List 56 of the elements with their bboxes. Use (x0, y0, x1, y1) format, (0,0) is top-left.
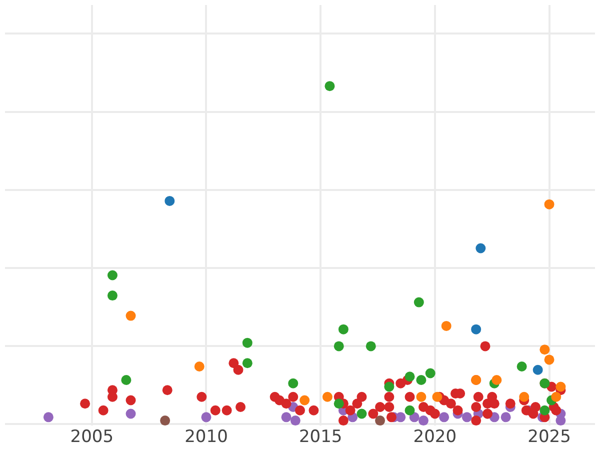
point (471, 324, 482, 334)
point (404, 405, 415, 416)
point (384, 382, 394, 392)
point (532, 364, 543, 375)
point (242, 358, 252, 368)
point (556, 416, 566, 426)
point (300, 395, 310, 406)
x-tick-label: 2010 (184, 427, 228, 448)
point (194, 361, 204, 372)
point (242, 338, 252, 348)
point (43, 412, 54, 422)
point (462, 412, 472, 422)
point (556, 382, 566, 392)
point (160, 416, 170, 426)
point (540, 405, 550, 416)
point (396, 412, 406, 422)
point (288, 378, 298, 388)
point (404, 372, 415, 382)
point (476, 243, 486, 254)
point (544, 199, 554, 210)
point (164, 196, 175, 206)
point (107, 290, 118, 301)
point (375, 416, 386, 426)
point (281, 412, 292, 422)
point (107, 270, 118, 280)
point (414, 297, 424, 308)
point (324, 81, 335, 92)
point (126, 310, 136, 321)
point (540, 344, 550, 355)
point (441, 320, 452, 331)
point (416, 374, 426, 385)
point (432, 392, 442, 402)
point (551, 392, 562, 402)
point (356, 408, 367, 419)
x-tick-label: 2020 (413, 427, 457, 448)
point (439, 412, 450, 422)
point (416, 392, 426, 402)
point (322, 392, 332, 402)
x-tick-label: 2005 (70, 427, 114, 448)
point (121, 374, 132, 385)
point (425, 368, 436, 378)
point (334, 398, 344, 409)
point (418, 416, 428, 426)
point (519, 392, 530, 402)
point (544, 354, 554, 365)
point (201, 412, 212, 422)
point (126, 408, 136, 419)
point (366, 341, 376, 352)
point (516, 361, 527, 372)
point (492, 374, 502, 385)
point (334, 341, 344, 352)
x-tick-label: 2025 (528, 427, 571, 448)
point (338, 324, 348, 334)
x-tick-label: 2015 (298, 427, 342, 448)
point (500, 412, 511, 422)
point (290, 416, 300, 426)
